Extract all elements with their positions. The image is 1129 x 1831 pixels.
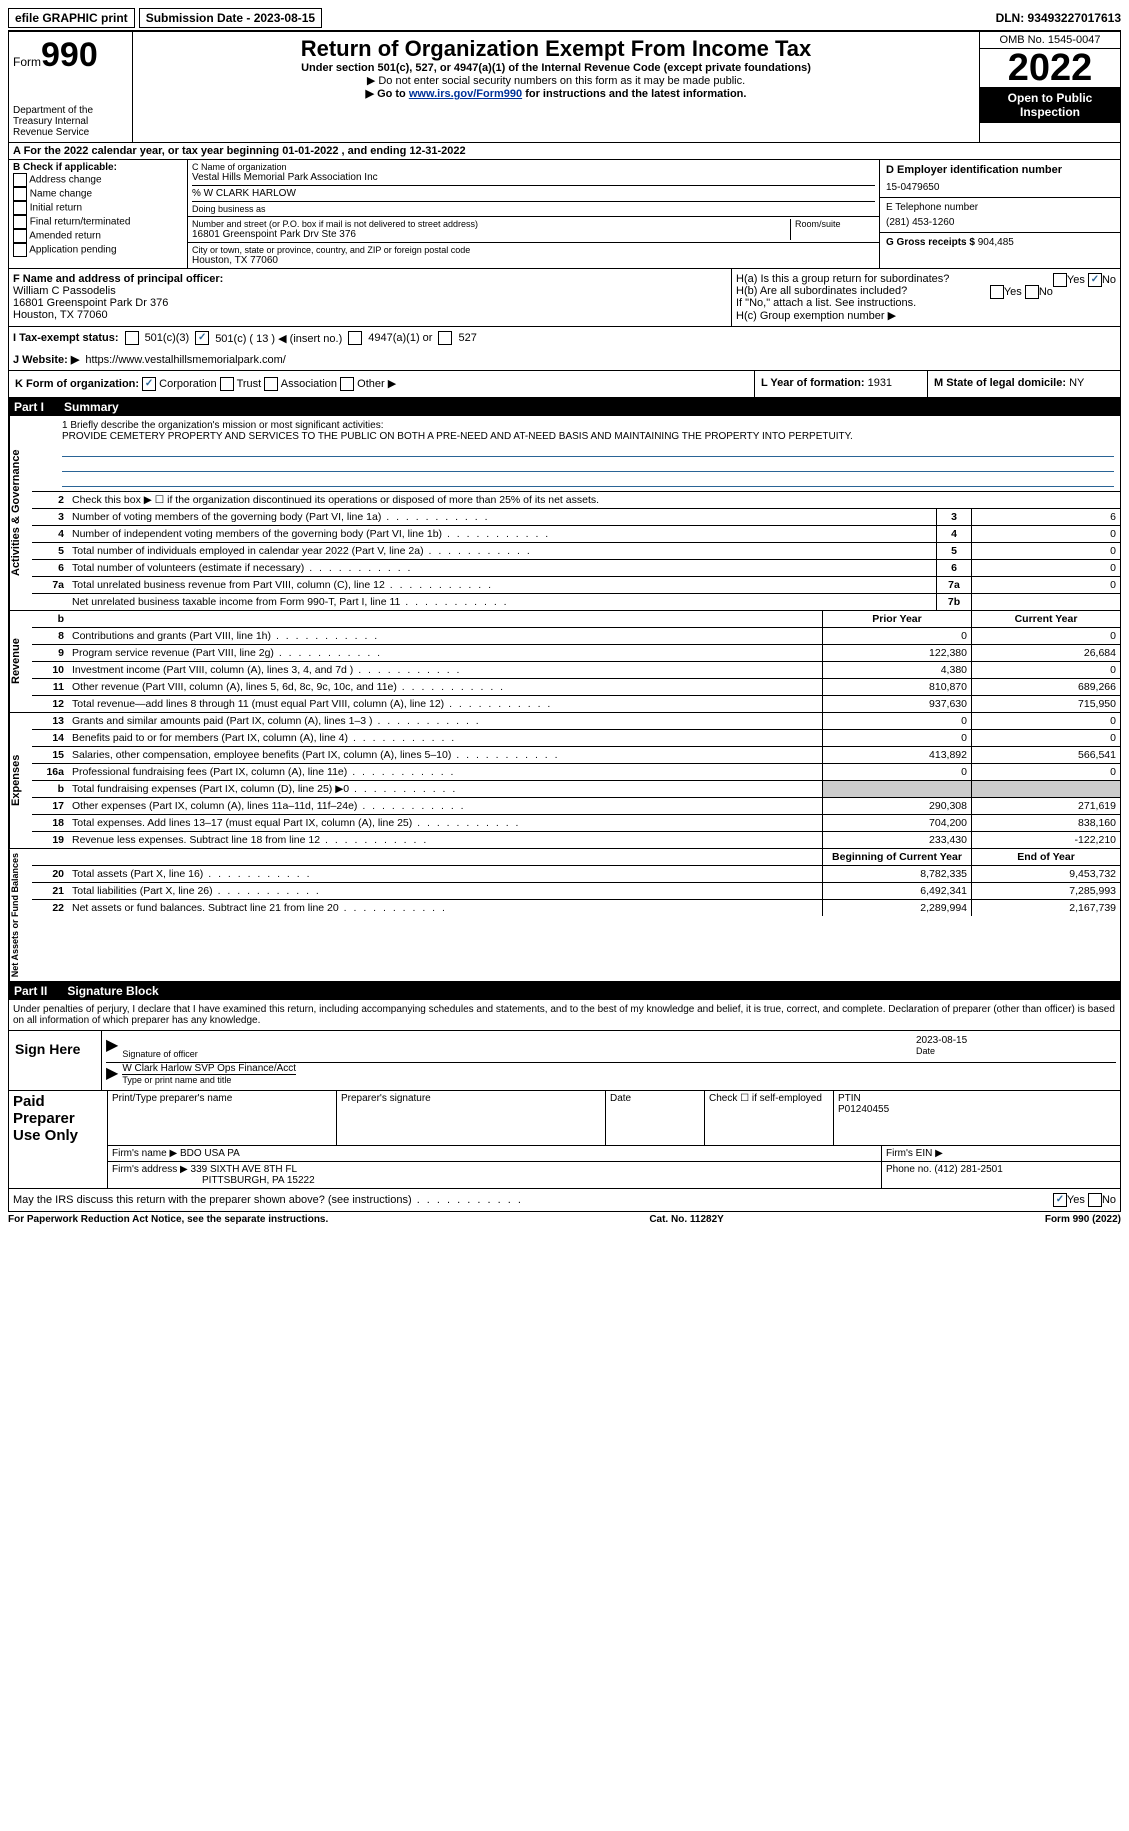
checkbox-name-change[interactable]: [13, 187, 27, 201]
mission-text: PROVIDE CEMETERY PROPERTY AND SERVICES T…: [62, 431, 1114, 442]
page-footer: For Paperwork Reduction Act Notice, see …: [8, 1212, 1121, 1225]
note-ssn: ▶ Do not enter social security numbers o…: [137, 74, 975, 87]
summary-row: 11Other revenue (Part VIII, column (A), …: [32, 679, 1120, 696]
section-h: H(a) Is this a group return for subordin…: [732, 269, 1120, 326]
summary-row: 3Number of voting members of the governi…: [32, 509, 1120, 526]
phone-value: (281) 453-1260: [886, 217, 1114, 228]
org-name: Vestal Hills Memorial Park Association I…: [192, 172, 875, 183]
summary-row: 8Contributions and grants (Part VIII, li…: [32, 628, 1120, 645]
side-label-net-assets: Net Assets or Fund Balances: [9, 849, 32, 981]
summary-row: 10Investment income (Part VIII, column (…: [32, 662, 1120, 679]
firm-addr2: PITTSBURGH, PA 15222: [202, 1175, 315, 1186]
checkbox-ha-yes[interactable]: [1053, 273, 1067, 287]
sig-declaration: Under penalties of perjury, I declare th…: [9, 1000, 1120, 1030]
side-label-expenses: Expenses: [9, 713, 32, 848]
summary-row: 21Total liabilities (Part X, line 26)6,4…: [32, 883, 1120, 900]
checkbox-corp[interactable]: [142, 377, 156, 391]
checkbox-trust[interactable]: [220, 377, 234, 391]
form-title: Return of Organization Exempt From Incom…: [137, 36, 975, 62]
top-bar: efile GRAPHIC print Submission Date - 20…: [8, 8, 1121, 28]
part1-header: Part ISummary: [8, 398, 1121, 416]
section-c-org-info: C Name of organization Vestal Hills Memo…: [188, 160, 880, 268]
dln: DLN: 93493227017613: [996, 11, 1121, 25]
checkbox-assoc[interactable]: [264, 377, 278, 391]
city-state-zip: Houston, TX 77060: [192, 255, 875, 266]
gross-receipts-label: G Gross receipts $: [886, 237, 975, 248]
checkbox-hb-yes[interactable]: [990, 285, 1004, 299]
phone-label: E Telephone number: [886, 202, 1114, 213]
summary-row: 4Number of independent voting members of…: [32, 526, 1120, 543]
summary-row: 22Net assets or fund balances. Subtract …: [32, 900, 1120, 916]
dept-treasury: Department of the Treasury Internal Reve…: [13, 105, 128, 138]
summary-row: 16aProfessional fundraising fees (Part I…: [32, 764, 1120, 781]
checkbox-other[interactable]: [340, 377, 354, 391]
firm-addr1: 339 SIXTH AVE 8TH FL: [191, 1164, 298, 1175]
checkbox-hb-no[interactable]: [1025, 285, 1039, 299]
part2-header: Part IISignature Block: [8, 982, 1121, 1000]
ptin-value: P01240455: [838, 1104, 889, 1115]
efile-print-button[interactable]: efile GRAPHIC print: [8, 8, 135, 28]
website-value: https://www.vestalhillsmemorialpark.com/: [85, 354, 286, 366]
section-b-checkboxes: B Check if applicable: Address change Na…: [9, 160, 188, 268]
summary-row: 14Benefits paid to or for members (Part …: [32, 730, 1120, 747]
ein-value: 15-0479650: [886, 182, 1114, 193]
summary-row: bTotal fundraising expenses (Part IX, co…: [32, 781, 1120, 798]
checkbox-address-change[interactable]: [13, 173, 27, 187]
firm-name: BDO USA PA: [180, 1148, 240, 1159]
note-goto: ▶ Go to www.irs.gov/Form990 for instruct…: [137, 87, 975, 100]
paid-preparer-label: Paid Preparer Use Only: [9, 1091, 108, 1146]
summary-row: 13Grants and similar amounts paid (Part …: [32, 713, 1120, 730]
summary-row: 5Total number of individuals employed in…: [32, 543, 1120, 560]
side-label-revenue: Revenue: [9, 611, 32, 712]
tax-year: 2022: [980, 49, 1120, 87]
summary-row: 15Salaries, other compensation, employee…: [32, 747, 1120, 764]
checkbox-discuss-yes[interactable]: [1053, 1193, 1067, 1207]
checkbox-4947[interactable]: [348, 331, 362, 345]
summary-row: 7aTotal unrelated business revenue from …: [32, 577, 1120, 594]
checkbox-application-pending[interactable]: [13, 243, 27, 257]
row-a-tax-year: A For the 2022 calendar year, or tax yea…: [8, 143, 1121, 160]
room-suite: Room/suite: [790, 219, 875, 240]
checkbox-ha-no[interactable]: [1088, 273, 1102, 287]
gross-receipts-value: 904,485: [978, 237, 1014, 248]
state-domicile: NY: [1069, 377, 1084, 389]
open-to-public: Open to Public Inspection: [980, 87, 1120, 123]
arrow-icon: ▶: [106, 1063, 118, 1086]
summary-row: 17Other expenses (Part IX, column (A), l…: [32, 798, 1120, 815]
summary-row: 12Total revenue—add lines 8 through 11 (…: [32, 696, 1120, 712]
form-number: Form990: [13, 36, 128, 75]
arrow-icon: ▶: [106, 1035, 118, 1060]
summary-row: 18Total expenses. Add lines 13–17 (must …: [32, 815, 1120, 832]
summary-row: 6Total number of volunteers (estimate if…: [32, 560, 1120, 577]
sign-here-label: Sign Here: [9, 1031, 102, 1090]
summary-row: Net unrelated business taxable income fr…: [32, 594, 1120, 610]
checkbox-501c3[interactable]: [125, 331, 139, 345]
summary-row: 19Revenue less expenses. Subtract line 1…: [32, 832, 1120, 848]
checkbox-discuss-no[interactable]: [1088, 1193, 1102, 1207]
section-f-officer: F Name and address of principal officer:…: [9, 269, 732, 326]
summary-row: 20Total assets (Part X, line 16)8,782,33…: [32, 866, 1120, 883]
checkbox-initial-return[interactable]: [13, 201, 27, 215]
year-formation: 1931: [868, 377, 892, 389]
checkbox-amended[interactable]: [13, 229, 27, 243]
side-label-governance: Activities & Governance: [9, 416, 32, 610]
firm-phone: (412) 281-2501: [934, 1164, 1002, 1175]
checkbox-527[interactable]: [438, 331, 452, 345]
submission-date: Submission Date - 2023-08-15: [139, 8, 322, 28]
checkbox-501c[interactable]: [195, 331, 209, 345]
summary-row: 9Program service revenue (Part VIII, lin…: [32, 645, 1120, 662]
street-address: 16801 Greenspoint Park Drv Ste 376: [192, 229, 790, 240]
irs-link[interactable]: www.irs.gov/Form990: [409, 88, 522, 100]
officer-name: W Clark Harlow SVP Ops Finance/Acct: [122, 1063, 296, 1075]
care-of: % W CLARK HARLOW: [192, 185, 875, 199]
checkbox-final-return[interactable]: [13, 215, 27, 229]
form-header: Form990 Department of the Treasury Inter…: [8, 30, 1121, 143]
form-subtitle: Under section 501(c), 527, or 4947(a)(1)…: [137, 62, 975, 74]
ein-label: D Employer identification number: [886, 164, 1114, 176]
